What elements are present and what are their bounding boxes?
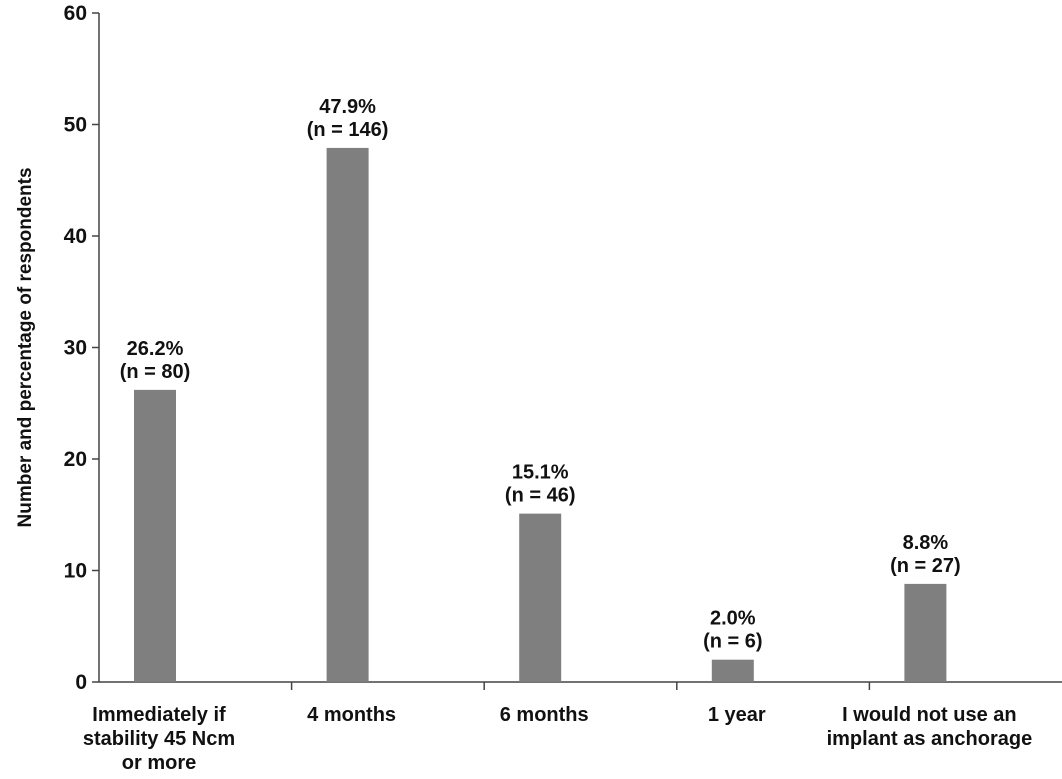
data-label: (n = 80): [120, 361, 191, 383]
data-label: 2.0%: [710, 608, 756, 630]
data-label: 15.1%: [512, 462, 569, 484]
data-label: 47.9%: [319, 96, 376, 118]
category-label: Immediately if: [92, 704, 226, 726]
bar: [326, 147, 369, 683]
data-label: (n = 46): [505, 485, 576, 507]
category-label: stability 45 Ncm: [83, 728, 235, 750]
data-label: (n = 6): [703, 631, 762, 653]
bar: [711, 659, 754, 682]
y-tick-label: 20: [64, 448, 87, 471]
y-tick-label: 40: [64, 225, 87, 248]
y-tick-label: 0: [75, 671, 87, 694]
category-label: 6 months: [500, 704, 589, 726]
bars: [134, 147, 947, 683]
data-label: 8.8%: [903, 532, 949, 554]
category-label: I would not use an: [842, 704, 1016, 726]
data-label: 26.2%: [127, 338, 184, 360]
category-label: 1 year: [708, 704, 766, 726]
y-tick-label: 60: [64, 2, 87, 25]
bar: [904, 583, 947, 682]
category-label: implant as anchorage: [827, 728, 1033, 750]
data-label: (n = 27): [890, 555, 961, 577]
y-tick-label: 30: [64, 337, 87, 360]
bar: [519, 513, 562, 682]
y-axis: 0 10 20 30 40 50 60: [64, 2, 100, 694]
x-axis: [99, 681, 1062, 690]
y-tick-label: 50: [64, 114, 87, 137]
y-axis-title: Number and percentage of respondents: [15, 167, 36, 527]
data-labels: 26.2%(n = 80) 47.9%(n = 146) 15.1%(n = 46)…: [120, 96, 961, 653]
category-label: 4 months: [307, 704, 396, 726]
category-label: or more: [122, 752, 196, 774]
data-label: (n = 146): [307, 119, 389, 141]
y-tick-label: 10: [64, 560, 87, 583]
bar: [134, 389, 176, 682]
